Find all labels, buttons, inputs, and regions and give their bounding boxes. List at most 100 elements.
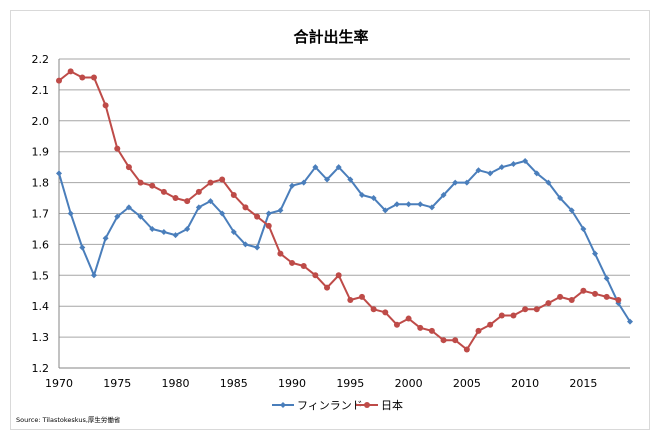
data-point-japan <box>347 297 354 304</box>
data-point-finland <box>463 179 470 186</box>
data-point-japan <box>184 198 191 205</box>
legend-label-1: 日本 <box>381 398 403 412</box>
data-point-japan <box>90 74 97 81</box>
data-point-finland <box>160 229 167 236</box>
data-point-finland <box>277 207 284 214</box>
y-tick-label: 2.2 <box>32 53 50 66</box>
data-point-japan <box>417 324 424 331</box>
data-point-finland <box>125 204 132 211</box>
data-point-japan <box>102 102 109 109</box>
x-tick-label: 1985 <box>220 377 248 390</box>
data-point-finland <box>580 225 587 232</box>
x-tick-label: 2000 <box>395 377 423 390</box>
data-point-japan <box>440 337 447 344</box>
data-point-finland <box>242 241 249 248</box>
data-point-japan <box>603 293 610 300</box>
y-tick-label: 1.9 <box>32 146 50 159</box>
data-point-japan <box>219 176 226 183</box>
data-point-finland <box>324 176 331 183</box>
y-tick-label: 1.3 <box>32 331 50 344</box>
data-point-japan <box>382 309 389 316</box>
data-point-japan <box>358 293 365 300</box>
data-point-finland <box>184 225 191 232</box>
data-point-finland <box>265 210 272 217</box>
data-point-japan <box>487 321 494 328</box>
data-point-japan <box>568 297 575 304</box>
y-tick-label: 2.0 <box>32 115 50 128</box>
data-point-finland <box>90 272 97 279</box>
x-tick-label: 1995 <box>336 377 364 390</box>
data-point-japan <box>289 259 296 266</box>
data-point-finland <box>522 157 529 164</box>
data-point-japan <box>498 312 505 319</box>
data-point-finland <box>627 318 633 325</box>
data-point-japan <box>475 327 482 334</box>
data-point-finland <box>382 207 389 214</box>
data-point-japan <box>580 287 587 294</box>
x-tick-label: 1980 <box>162 377 190 390</box>
data-point-finland <box>533 170 540 177</box>
data-point-finland <box>510 161 517 168</box>
data-point-japan <box>149 182 156 189</box>
data-point-finland <box>440 191 447 198</box>
data-point-japan <box>522 306 529 313</box>
data-point-finland <box>417 201 424 208</box>
data-point-japan <box>463 346 470 353</box>
data-point-japan <box>172 195 179 202</box>
data-point-japan <box>160 188 167 195</box>
data-point-finland <box>405 201 412 208</box>
legend-marker-japan <box>364 402 370 408</box>
data-point-finland <box>230 229 237 236</box>
data-point-finland <box>370 195 377 202</box>
data-point-japan <box>335 272 342 279</box>
data-point-japan <box>545 300 552 307</box>
data-point-finland <box>67 210 74 217</box>
data-point-finland <box>137 213 144 220</box>
data-point-japan <box>592 290 599 297</box>
chart-frame <box>10 10 650 430</box>
data-point-japan <box>324 284 331 291</box>
data-point-finland <box>335 164 342 171</box>
legend-label-0: フィンランド <box>297 399 363 412</box>
data-point-japan <box>510 312 517 319</box>
data-point-finland <box>172 232 179 239</box>
data-point-japan <box>405 315 412 322</box>
data-point-finland <box>195 204 202 211</box>
data-point-japan <box>428 327 435 334</box>
data-point-japan <box>137 179 144 186</box>
x-tick-label: 1975 <box>103 377 131 390</box>
data-point-japan <box>230 191 237 198</box>
x-tick-label: 2010 <box>511 377 539 390</box>
data-point-finland <box>428 204 435 211</box>
data-point-japan <box>370 306 377 313</box>
data-point-japan <box>557 293 564 300</box>
data-point-finland <box>592 250 599 257</box>
data-point-finland <box>207 198 214 205</box>
data-point-finland <box>475 167 482 174</box>
y-tick-label: 1.4 <box>32 300 50 313</box>
data-point-japan <box>207 179 214 186</box>
data-point-finland <box>300 179 307 186</box>
data-point-japan <box>242 204 249 211</box>
data-point-finland <box>603 275 610 282</box>
data-point-japan <box>56 77 62 84</box>
series-line-0 <box>58 160 631 323</box>
data-point-japan <box>195 188 202 195</box>
data-point-finland <box>102 235 109 242</box>
y-tick-label: 1.7 <box>32 208 50 221</box>
data-point-finland <box>393 201 400 208</box>
data-point-japan <box>615 297 622 304</box>
chart-title: 合計出生率 <box>293 28 369 46</box>
y-tick-label: 1.5 <box>32 269 50 282</box>
x-tick-label: 1990 <box>278 377 306 390</box>
data-point-finland <box>312 164 319 171</box>
data-point-finland <box>545 179 552 186</box>
data-point-japan <box>67 68 74 75</box>
data-point-finland <box>114 213 121 220</box>
data-point-finland <box>452 179 459 186</box>
data-point-finland <box>56 170 62 177</box>
data-point-finland <box>568 207 575 214</box>
y-tick-label: 1.2 <box>32 362 50 375</box>
y-tick-label: 2.1 <box>32 84 50 97</box>
data-point-finland <box>149 225 156 232</box>
